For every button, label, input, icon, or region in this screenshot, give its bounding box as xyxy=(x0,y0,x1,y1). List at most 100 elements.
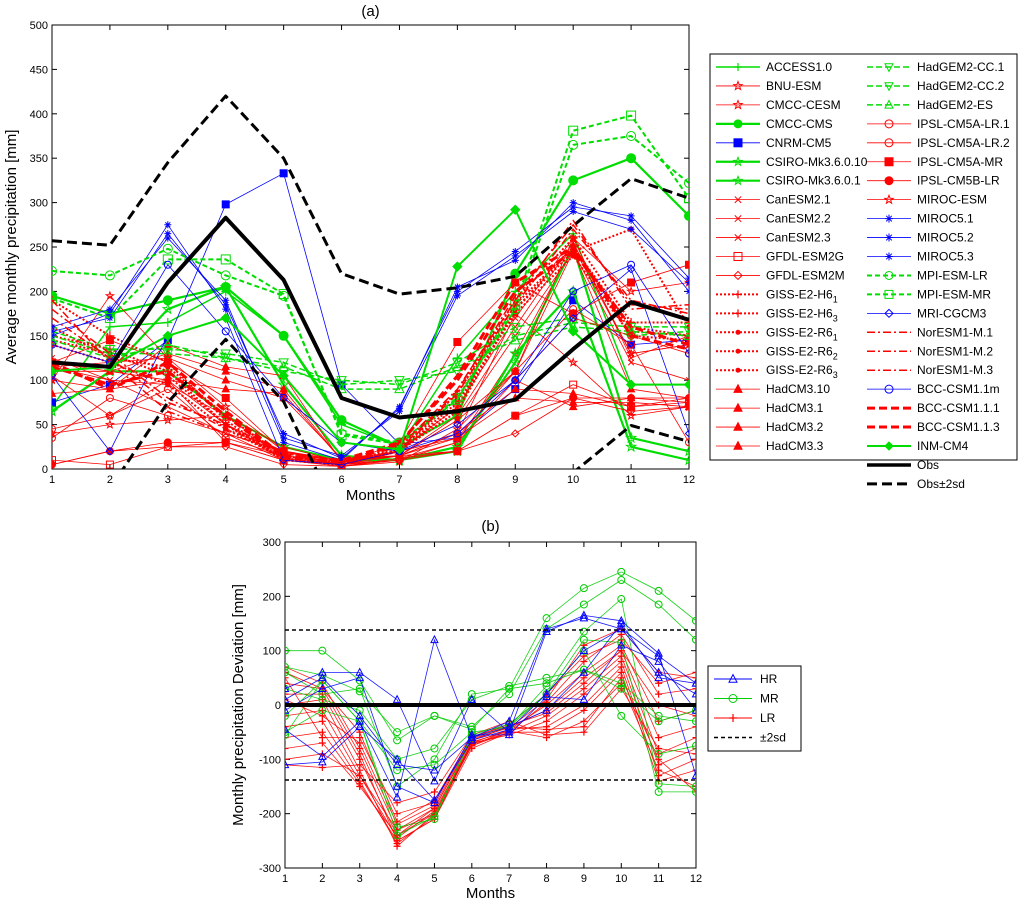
data-point xyxy=(543,731,551,739)
data-point xyxy=(568,175,579,186)
legend-marker xyxy=(728,673,738,683)
data-point xyxy=(285,662,289,671)
data-point xyxy=(318,667,327,676)
series-line xyxy=(52,114,689,446)
data-point xyxy=(52,340,56,349)
data-point xyxy=(511,256,519,264)
data-point xyxy=(52,425,56,434)
data-point xyxy=(683,277,689,287)
data-point xyxy=(356,739,364,747)
series-line xyxy=(285,650,696,823)
data-point xyxy=(52,341,55,348)
legend-item-hr: HR xyxy=(714,672,778,686)
data-point xyxy=(285,723,289,731)
data-point xyxy=(285,730,289,739)
legend-label: HadGEM2-CC.1 xyxy=(917,60,1005,74)
data-point xyxy=(161,302,174,315)
data-point xyxy=(355,721,365,731)
data-point xyxy=(221,327,230,336)
series-line xyxy=(285,579,696,733)
legend-item-csiro-mk3-6-0-1: CSIRO-Mk3.6.0.1 xyxy=(716,174,861,188)
y-tick-label: 350 xyxy=(30,153,48,165)
legend-label: CMCC-CMS xyxy=(766,117,833,131)
data-point xyxy=(105,411,114,420)
data-point xyxy=(162,345,174,356)
x-tick-label: 5 xyxy=(281,474,287,486)
series-hr-2 xyxy=(285,610,696,785)
data-point xyxy=(106,305,114,313)
legend-item-cmcc-cesm: CMCC-CESM xyxy=(716,98,841,112)
data-point xyxy=(626,131,637,141)
data-point xyxy=(285,674,289,682)
panel-title: (a) xyxy=(361,3,379,20)
x-tick-label: 11 xyxy=(625,474,636,486)
legend-item-giss-e2-r6-1: GISS-E2-R61 xyxy=(716,325,838,342)
data-point xyxy=(625,285,637,296)
legend-marker xyxy=(884,99,894,109)
data-point xyxy=(280,429,288,437)
data-point xyxy=(654,648,663,657)
data-point xyxy=(106,377,114,384)
data-point xyxy=(278,330,289,341)
data-point xyxy=(567,318,579,329)
data-point xyxy=(104,419,116,429)
legend-item-bcc-csm1-1-1: BCC-CSM1.1.1 xyxy=(867,401,1000,415)
data-point xyxy=(685,260,689,269)
data-point xyxy=(627,278,636,287)
y-tick-label: 100 xyxy=(30,375,48,387)
legend-label: MIROC5.1 xyxy=(917,212,974,226)
data-point xyxy=(467,732,477,741)
data-point xyxy=(654,600,663,609)
data-point xyxy=(467,735,477,744)
data-point xyxy=(467,690,476,699)
data-point xyxy=(163,375,173,384)
series-obs xyxy=(52,215,689,420)
data-point xyxy=(285,694,290,703)
panel-a-legend: ACCESS1.0 BNU-ESM CMCC-CESM CMCC-CMS CNRM-CM… xyxy=(709,53,1018,491)
data-point xyxy=(453,287,461,295)
legend-label: MR xyxy=(760,692,779,706)
data-point xyxy=(617,711,626,720)
data-point xyxy=(684,401,689,411)
data-point xyxy=(52,327,58,338)
data-point xyxy=(654,711,663,720)
data-point xyxy=(579,600,588,609)
data-point xyxy=(318,751,327,760)
data-point xyxy=(569,380,578,389)
legend-marker xyxy=(732,174,744,186)
data-point xyxy=(393,736,402,745)
data-point xyxy=(219,280,232,293)
data-point xyxy=(567,326,579,337)
data-point xyxy=(430,812,439,821)
data-point xyxy=(430,760,439,769)
series-line xyxy=(121,337,689,469)
legend-item-canesm2-2: CanESM2.2 xyxy=(716,212,831,226)
data-point xyxy=(692,668,696,676)
data-point xyxy=(285,711,289,720)
series-line xyxy=(52,326,689,390)
legend-label: IPSL-CM5A-MR xyxy=(917,155,1003,169)
series-group xyxy=(52,94,689,469)
data-point xyxy=(627,260,636,269)
series-ipsl-cm5b-lr xyxy=(52,393,689,469)
data-point xyxy=(395,405,403,413)
data-point xyxy=(279,169,288,178)
data-point xyxy=(627,225,635,233)
legend-label: IPSL-CM5A-LR.2 xyxy=(917,136,1010,150)
data-point xyxy=(685,393,689,402)
series-line xyxy=(52,397,689,465)
data-point xyxy=(285,668,289,677)
legend-marker xyxy=(735,367,741,373)
data-point xyxy=(52,293,57,304)
series-hadgem2-cc-2 xyxy=(52,318,689,391)
data-point xyxy=(569,287,578,296)
data-point xyxy=(579,584,588,593)
legend-item-hadcm3-1: HadCM3.1 xyxy=(716,401,824,415)
data-point xyxy=(430,711,439,720)
series-bcc-csm1-1-3 xyxy=(52,245,689,464)
legend-item-mri-cgcm3: MRI-CGCM3 xyxy=(867,306,987,320)
data-point xyxy=(691,705,696,714)
data-point xyxy=(285,646,289,655)
series-line xyxy=(52,317,689,466)
